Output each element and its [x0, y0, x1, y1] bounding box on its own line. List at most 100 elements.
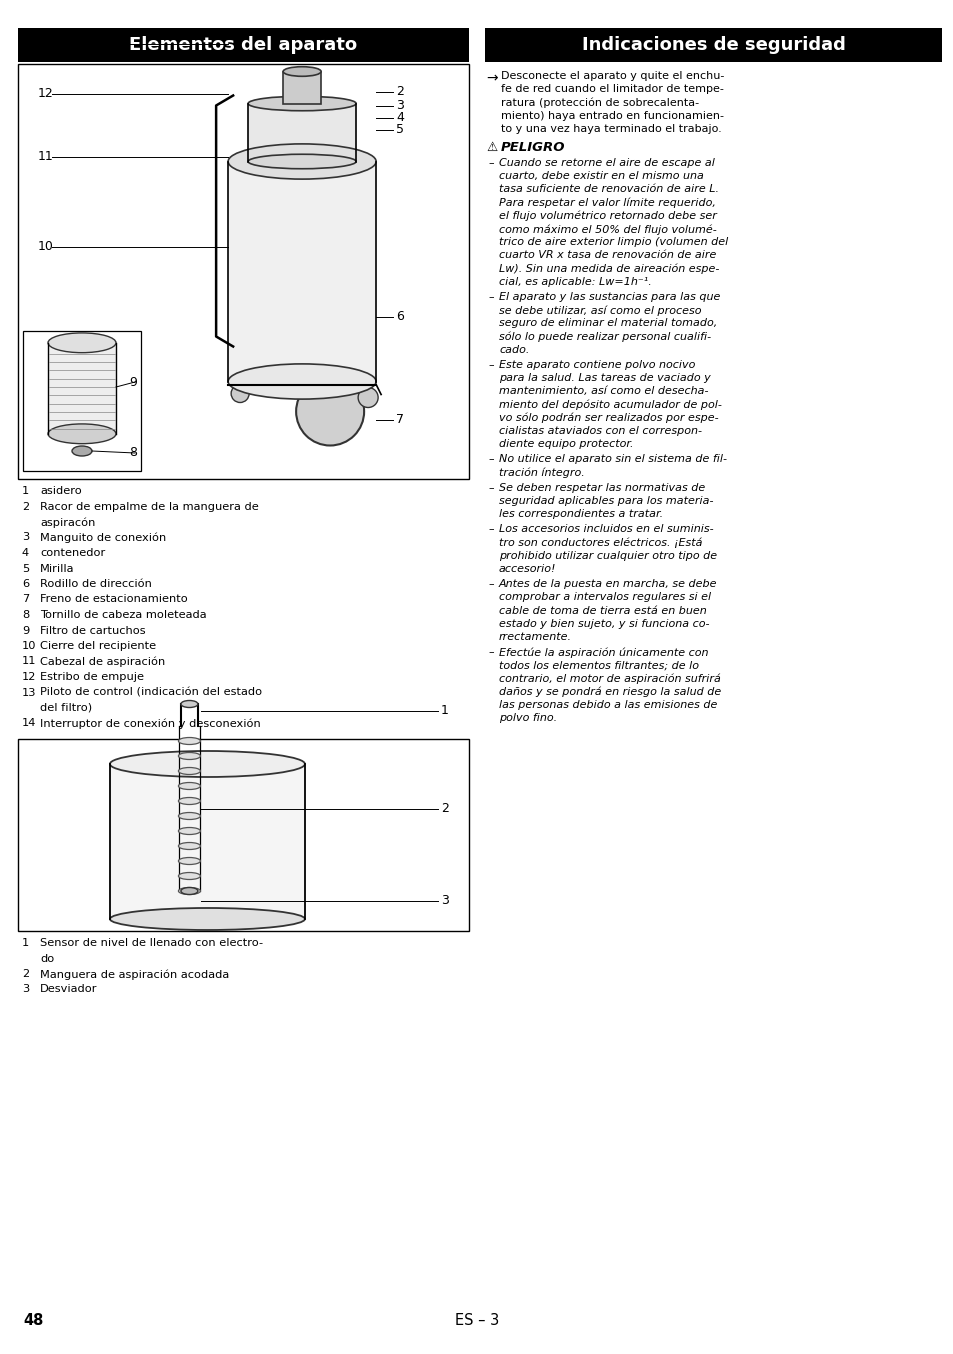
Text: 4: 4 [395, 111, 403, 125]
Ellipse shape [357, 387, 377, 408]
Ellipse shape [178, 753, 200, 760]
Text: Indicaciones de seguridad: Indicaciones de seguridad [581, 37, 844, 54]
Text: Interruptor de conexión y desconexión: Interruptor de conexión y desconexión [40, 719, 260, 728]
Text: Manguera de aspiración acodada: Manguera de aspiración acodada [40, 969, 229, 979]
Text: Filtro de cartuchos: Filtro de cartuchos [40, 626, 146, 635]
Text: trico de aire exterior limpio (volumen del: trico de aire exterior limpio (volumen d… [498, 237, 727, 248]
Text: 8: 8 [129, 447, 137, 459]
Ellipse shape [283, 66, 321, 76]
Text: las personas debido a las emisiones de: las personas debido a las emisiones de [498, 700, 717, 709]
Text: 11: 11 [38, 150, 53, 162]
Text: aspiracón: aspiracón [40, 517, 95, 528]
Text: 4: 4 [22, 548, 30, 558]
Text: do: do [40, 953, 54, 964]
Ellipse shape [178, 872, 200, 880]
Text: cado.: cado. [498, 345, 529, 355]
Text: Los accesorios incluidos en el suminis-: Los accesorios incluidos en el suminis- [498, 524, 713, 535]
Text: Manguito de conexión: Manguito de conexión [40, 532, 166, 543]
Text: cuarto VR x tasa de renovación de aire: cuarto VR x tasa de renovación de aire [498, 250, 716, 260]
Text: 13: 13 [22, 688, 36, 697]
Text: Efectúe la aspiración únicamente con: Efectúe la aspiración únicamente con [498, 647, 708, 658]
Bar [18, 739, 469, 932]
Text: –: – [488, 455, 493, 464]
Text: Freno de estacionamiento: Freno de estacionamiento [40, 594, 188, 604]
Text: ES – 3: ES – 3 [455, 1313, 498, 1328]
Text: –: – [488, 524, 493, 535]
Bar [248, 103, 355, 161]
Text: to y una vez haya terminado el trabajo.: to y una vez haya terminado el trabajo. [500, 123, 721, 134]
Text: sólo lo puede realizar personal cualifi-: sólo lo puede realizar personal cualifi- [498, 332, 710, 343]
Text: se debe utilizar, así como el proceso: se debe utilizar, así como el proceso [498, 305, 700, 315]
Bar [48, 343, 116, 433]
Text: contrario, el motor de aspiración sufrirá: contrario, el motor de aspiración sufrir… [498, 673, 720, 684]
Text: como máximo el 50% del flujo volumé-: como máximo el 50% del flujo volumé- [498, 223, 716, 234]
Text: 10: 10 [38, 240, 53, 253]
Text: cable de toma de tierra está en buen: cable de toma de tierra está en buen [498, 605, 706, 616]
Ellipse shape [178, 857, 200, 864]
Text: 14: 14 [38, 37, 53, 50]
Text: comprobar a intervalos regulares si el: comprobar a intervalos regulares si el [498, 593, 710, 603]
Text: 5: 5 [22, 563, 30, 574]
Text: ratura (protección de sobrecalenta-: ratura (protección de sobrecalenta- [500, 97, 699, 108]
Text: vo sólo podrán ser realizados por espe-: vo sólo podrán ser realizados por espe- [498, 413, 718, 424]
Text: 1: 1 [395, 35, 403, 47]
Ellipse shape [48, 424, 116, 444]
Ellipse shape [181, 887, 197, 895]
Text: cuarto, debe existir en el mismo una: cuarto, debe existir en el mismo una [498, 171, 703, 181]
Text: Antes de la puesta en marcha, se debe: Antes de la puesta en marcha, se debe [498, 580, 717, 589]
Text: rrectamente.: rrectamente. [498, 632, 572, 642]
Text: 2: 2 [22, 969, 30, 979]
Text: →: → [485, 70, 497, 85]
Text: mantenimiento, así como el desecha-: mantenimiento, así como el desecha- [498, 386, 708, 397]
Text: 11: 11 [22, 657, 36, 666]
Ellipse shape [71, 445, 91, 456]
Text: cial, es aplicable: Lw=1h⁻¹.: cial, es aplicable: Lw=1h⁻¹. [498, 276, 651, 287]
Ellipse shape [228, 364, 375, 399]
Text: Lw). Sin una medida de aireación espe-: Lw). Sin una medida de aireación espe- [498, 264, 719, 274]
Ellipse shape [248, 96, 355, 111]
Text: estado y bien sujeto, y si funciona co-: estado y bien sujeto, y si funciona co- [498, 619, 709, 628]
Text: 3: 3 [22, 532, 30, 543]
Text: asidero: asidero [40, 486, 82, 496]
Text: Se deben respetar las normativas de: Se deben respetar las normativas de [498, 483, 704, 493]
Text: Estribo de empuje: Estribo de empuje [40, 672, 144, 682]
Text: 1: 1 [22, 486, 30, 496]
Text: Este aparato contiene polvo nocivo: Este aparato contiene polvo nocivo [498, 360, 695, 370]
Text: ⚠: ⚠ [485, 141, 497, 154]
Text: Desviador: Desviador [40, 984, 97, 994]
Ellipse shape [178, 887, 200, 895]
Text: tasa suficiente de renovación de aire L.: tasa suficiente de renovación de aire L. [498, 184, 719, 195]
Text: cialistas ataviados con el correspon-: cialistas ataviados con el correspon- [498, 427, 701, 436]
Text: 2: 2 [395, 85, 403, 97]
Ellipse shape [228, 144, 375, 179]
Text: fe de red cuando el limitador de tempe-: fe de red cuando el limitador de tempe- [500, 84, 723, 95]
Text: para la salud. Las tareas de vaciado y: para la salud. Las tareas de vaciado y [498, 374, 710, 383]
Ellipse shape [110, 909, 305, 930]
Text: contenedor: contenedor [40, 548, 105, 558]
Text: 12: 12 [38, 87, 53, 100]
Text: Mirilla: Mirilla [40, 563, 74, 574]
Text: 3: 3 [395, 99, 403, 112]
Text: 1: 1 [440, 704, 449, 718]
Ellipse shape [295, 378, 364, 445]
Ellipse shape [178, 738, 200, 745]
Ellipse shape [248, 154, 355, 169]
Text: 48: 48 [23, 1313, 43, 1328]
Bar [18, 28, 469, 62]
Text: miento del depósito acumulador de pol-: miento del depósito acumulador de pol- [498, 399, 721, 410]
Text: 6: 6 [22, 580, 30, 589]
Text: Rodillo de dirección: Rodillo de dirección [40, 580, 152, 589]
Ellipse shape [178, 842, 200, 849]
Text: 7: 7 [22, 594, 30, 604]
Bar [283, 72, 321, 103]
Text: Cabezal de aspiración: Cabezal de aspiración [40, 657, 165, 668]
Text: 1: 1 [22, 938, 30, 948]
Text: 10: 10 [22, 640, 36, 651]
Text: Tornillo de cabeza moleteada: Tornillo de cabeza moleteada [40, 611, 207, 620]
Text: –: – [488, 483, 493, 493]
Text: El aparato y las sustancias para las que: El aparato y las sustancias para las que [498, 292, 720, 302]
Ellipse shape [48, 333, 116, 352]
Text: 9: 9 [129, 375, 137, 389]
Bar [23, 330, 141, 471]
Text: 7: 7 [395, 413, 404, 427]
